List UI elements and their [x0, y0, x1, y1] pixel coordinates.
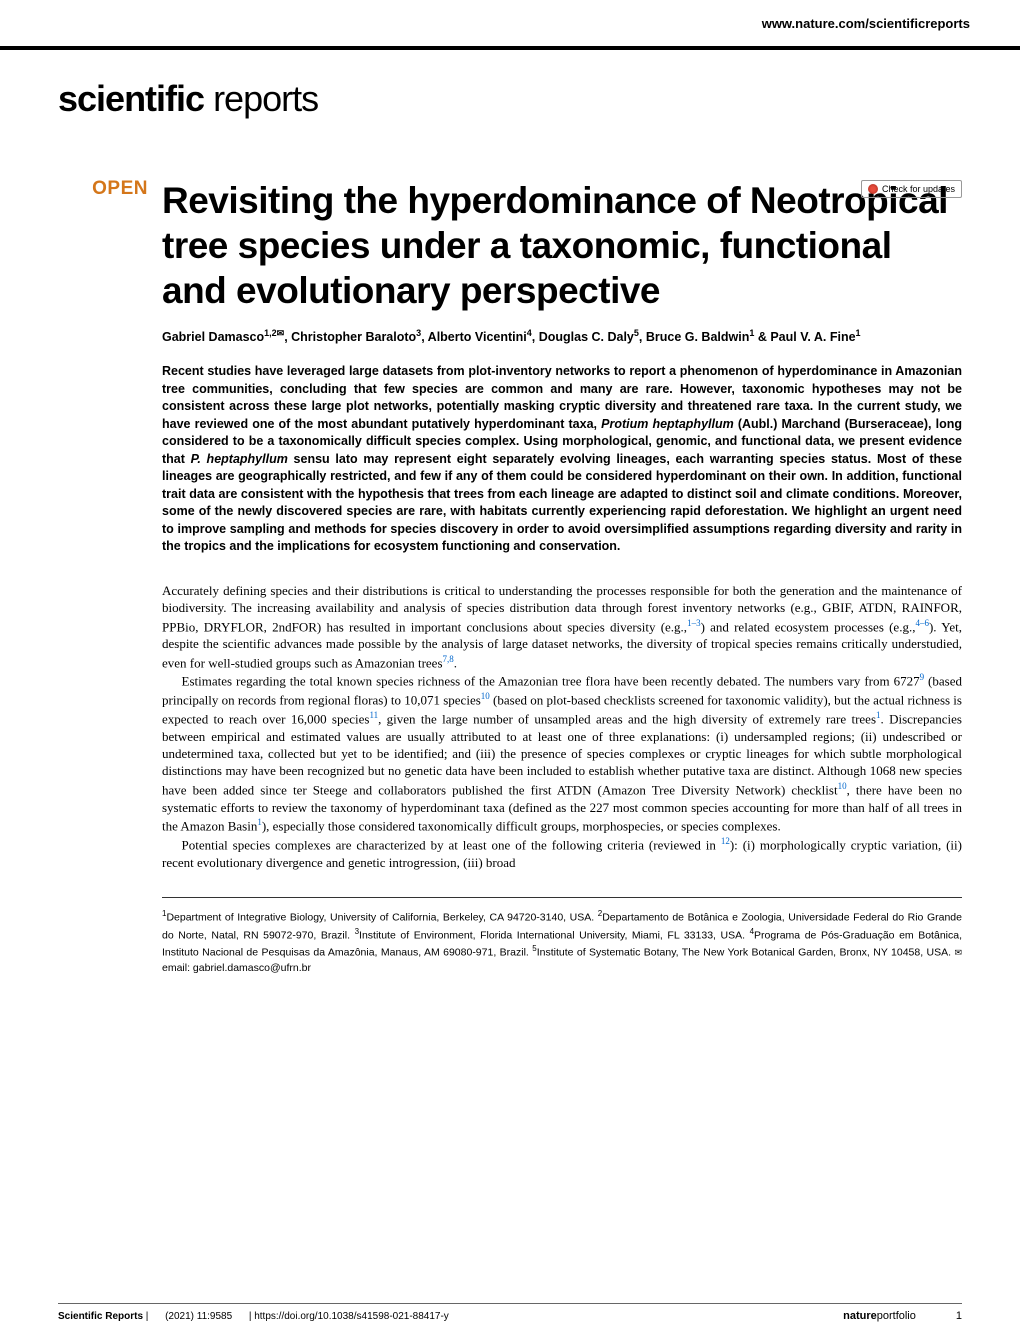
body-paragraph-3: Potential species complexes are characte…: [162, 835, 962, 871]
portfolio-light: portfolio: [877, 1310, 916, 1322]
check-updates-icon: [868, 184, 878, 194]
header-url[interactable]: www.nature.com/scientificreports: [762, 16, 970, 31]
footer-year-vol: (2021) 11:9585: [165, 1311, 232, 1322]
abstract: Recent studies have leveraged large data…: [162, 363, 962, 556]
body-paragraph-2: Estimates regarding the total known spec…: [162, 671, 962, 834]
author-list: Gabriel Damasco1,2✉, Christopher Baralot…: [162, 327, 962, 347]
journal-name-bold: scientific: [58, 78, 204, 119]
open-access-badge: OPEN: [58, 178, 148, 976]
portfolio-bold: nature: [843, 1310, 877, 1322]
header-bar: www.nature.com/scientificreports: [0, 0, 1020, 50]
body-paragraph-1: Accurately defining species and their di…: [162, 582, 962, 672]
footer: Scientific Reports | (2021) 11:9585 | ht…: [58, 1303, 962, 1322]
nature-portfolio-logo: natureportfolio: [843, 1310, 916, 1322]
article-body: Revisiting the hyperdominance of Neotrop…: [162, 178, 962, 976]
affiliations: 1Department of Integrative Biology, Univ…: [162, 897, 962, 976]
journal-name-light: reports: [204, 78, 318, 119]
page-number: 1: [956, 1310, 962, 1322]
footer-right: natureportfolio 1: [843, 1310, 962, 1322]
check-updates-button[interactable]: Check for updates: [861, 180, 962, 198]
main-content: OPEN Revisiting the hyperdominance of Ne…: [58, 178, 962, 976]
check-updates-label: Check for updates: [882, 184, 955, 194]
footer-journal: Scientific Reports: [58, 1311, 143, 1322]
article-title: Revisiting the hyperdominance of Neotrop…: [162, 178, 962, 313]
body-text: Accurately defining species and their di…: [162, 582, 962, 871]
journal-logo: scientific reports: [58, 78, 1020, 120]
footer-doi[interactable]: https://doi.org/10.1038/s41598-021-88417…: [254, 1311, 449, 1322]
footer-citation: Scientific Reports | (2021) 11:9585 | ht…: [58, 1311, 449, 1322]
open-badge-text: OPEN: [92, 178, 148, 199]
